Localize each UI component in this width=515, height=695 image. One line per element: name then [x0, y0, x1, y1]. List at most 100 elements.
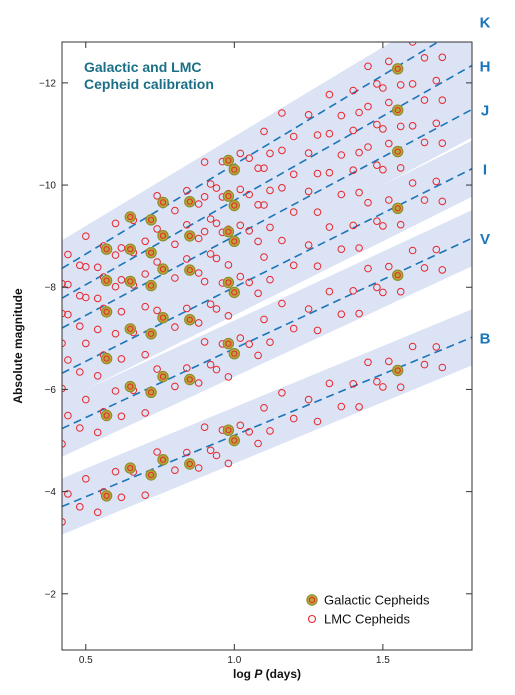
lmc-point-b — [117, 493, 126, 502]
lmc-point-v — [364, 264, 372, 273]
y-tick-label: −4 — [45, 487, 57, 498]
galactic-lmc-overlap-i — [148, 330, 155, 337]
galactic-lmc-overlap-j — [231, 238, 238, 245]
plot-frame — [61, 41, 473, 651]
galactic-lmc-overlap-b — [394, 367, 401, 374]
lmc-point-v — [385, 262, 393, 271]
chart-title-line: Cepheid calibration — [84, 76, 214, 92]
lmc-point-i — [278, 236, 286, 245]
galactic-lmc-overlap-b — [159, 456, 167, 463]
y-axis-title: Absolute magnitude — [11, 288, 25, 404]
lmc-point-i — [236, 272, 245, 281]
galactic-point-v — [184, 373, 196, 386]
galactic-point-i — [222, 276, 235, 289]
lmc-point-v — [117, 412, 126, 421]
galactic-lmc-overlap-i — [127, 325, 134, 332]
lmc-point-k — [236, 149, 245, 158]
lmc-point-v — [194, 379, 203, 387]
lmc-point-i — [93, 372, 102, 380]
galactic-lmc-overlap-v — [103, 412, 110, 419]
lmc-point-k — [64, 250, 72, 259]
galactic-point-k — [145, 214, 157, 226]
lmc-point-j — [379, 165, 387, 174]
lmc-point-k — [266, 149, 274, 158]
lmc-point-h — [212, 219, 221, 228]
lmc-point-b — [76, 503, 84, 511]
fit-line-b — [62, 336, 472, 508]
lmc-point-j — [408, 122, 417, 130]
galactic-lmc-overlap-i — [103, 355, 110, 362]
galactic-point-i — [392, 202, 404, 215]
galactic-point-h — [222, 190, 235, 202]
lmc-point-k — [337, 111, 346, 120]
lmc-point-j — [111, 282, 120, 291]
lmc-point-j — [194, 269, 203, 277]
y-tick-label: −6 — [45, 385, 57, 396]
lmc-point-h — [289, 170, 298, 179]
lmc-point-v — [379, 288, 387, 297]
galactic-point-v — [222, 337, 235, 350]
galactic-lmc-overlap-j — [148, 282, 155, 289]
lmc-point-i — [206, 300, 215, 309]
lmc-point-v — [355, 309, 363, 318]
galactic-point-h — [157, 230, 169, 242]
galactic-lmc-overlap-h — [127, 246, 134, 253]
lmc-point-j — [171, 274, 179, 282]
x-axis-title-var: P — [254, 667, 263, 681]
band-label-k: K — [480, 15, 491, 32]
lmc-point-v — [438, 266, 447, 274]
galactic-point-v — [100, 409, 113, 422]
galactic-point-b — [124, 462, 137, 474]
galactic-lmc-overlap-h — [186, 232, 193, 239]
lmc-point-i — [224, 312, 233, 320]
galactic-point-k — [124, 211, 137, 223]
lmc-point-b — [396, 383, 405, 392]
y-tick-label: −10 — [39, 181, 56, 192]
lmc-point-b — [183, 448, 191, 457]
lmc-point-h — [373, 120, 381, 129]
galactic-lmc-overlap-i — [225, 279, 232, 286]
lmc-point-i — [266, 275, 274, 284]
lmc-point-k — [206, 180, 215, 188]
lmc-point-j — [260, 201, 268, 209]
lmc-point-j — [254, 237, 262, 246]
galactic-lmc-overlap-j — [225, 228, 232, 235]
lmc-point-b — [153, 448, 161, 456]
galactic-lmc-overlap-j — [103, 308, 110, 315]
galactic-point-b — [222, 424, 235, 436]
band-label-i: I — [483, 162, 487, 179]
lmc-point-i — [245, 278, 253, 287]
lmc-point-v — [278, 299, 286, 308]
lmc-point-i — [194, 319, 203, 327]
lmc-point-b — [254, 439, 262, 448]
galactic-point-j — [392, 145, 404, 158]
galactic-lmc-overlap-k — [148, 216, 155, 223]
lmc-point-i — [260, 253, 268, 261]
galactic-lmc-overlap-j — [159, 266, 167, 273]
legend-lmc-label: LMC Cepheids — [324, 612, 410, 627]
lmc-point-j — [278, 184, 286, 192]
galactic-point-b — [392, 364, 404, 377]
lmc-point-v — [373, 283, 381, 292]
galactic-lmc-overlap-b — [148, 471, 155, 478]
galactic-point-i — [124, 323, 137, 335]
galactic-point-j — [145, 279, 157, 292]
legend-galactic-marker — [306, 594, 318, 606]
lmc-point-i — [153, 306, 161, 315]
lmc-point-k — [433, 35, 440, 42]
galactic-point-j — [100, 306, 113, 318]
lmc-point-i — [408, 179, 417, 187]
lmc-point-v — [153, 365, 161, 373]
lmc-point-h — [385, 98, 393, 107]
galactic-lmc-overlap-h — [225, 193, 232, 200]
lmc-point-b — [438, 363, 447, 372]
galactic-point-j — [222, 226, 235, 238]
lmc-point-i — [432, 177, 441, 186]
galactic-point-k — [157, 196, 169, 209]
lmc-point-b — [266, 427, 274, 435]
galactic-lmc-overlap-k — [103, 246, 110, 253]
lmc-point-k — [141, 237, 149, 246]
lmc-point-v — [183, 364, 191, 372]
x-axis-title-prefix: log — [233, 667, 254, 681]
lmc-point-i — [385, 196, 393, 204]
